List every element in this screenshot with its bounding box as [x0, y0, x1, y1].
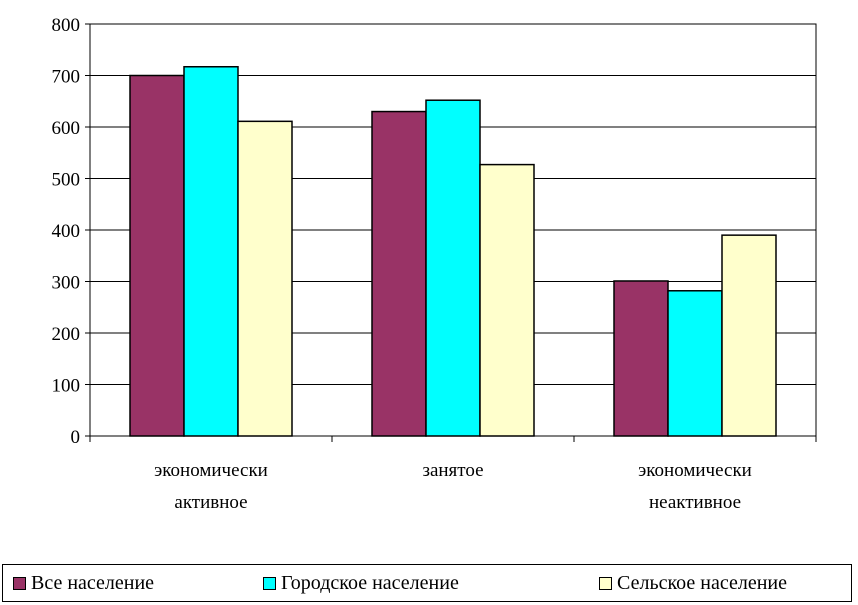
- legend-item-urban: Городское население: [263, 572, 459, 595]
- x-category-label-2-1: неактивное: [649, 492, 741, 513]
- y-tick-label-700: 700: [52, 67, 81, 88]
- legend: Все население Городское население Сельск…: [2, 564, 852, 602]
- x-category-label-2-0: экономически: [638, 460, 752, 481]
- bar-2-2: [721, 234, 777, 437]
- bar-0-0: [129, 74, 185, 437]
- y-tick-label-500: 500: [52, 170, 81, 191]
- bar-2-0: [613, 280, 669, 437]
- legend-swatch-rural: [599, 577, 612, 590]
- x-category-label-0-1: активное: [174, 492, 247, 513]
- legend-item-all: Все население: [13, 572, 154, 595]
- bars: [129, 65, 777, 437]
- y-tick-label-0: 0: [71, 427, 81, 448]
- bar-1-1: [425, 99, 481, 437]
- y-tick-label-800: 800: [52, 15, 81, 36]
- legend-swatch-all: [13, 577, 26, 590]
- x-category-label-1-0: занятое: [422, 460, 483, 481]
- axes: [85, 23, 817, 442]
- y-tick-labels: 0 100 200 300 400 500 600 700 800: [52, 15, 81, 448]
- y-tick-label-300: 300: [52, 273, 81, 294]
- legend-swatch-urban: [263, 577, 276, 590]
- legend-label-urban: Городское население: [281, 572, 459, 594]
- y-tick-label-100: 100: [52, 376, 81, 397]
- y-tick-label-400: 400: [52, 221, 81, 242]
- bar-2-1: [667, 290, 723, 437]
- bar-0-1: [183, 65, 239, 437]
- x-category-label-0-0: экономически: [154, 460, 268, 481]
- bar-0-2: [237, 120, 293, 437]
- legend-label-rural: Сельское население: [617, 572, 787, 594]
- bar-chart: 0 100 200 300 400 500 600 700 800 экономически ак…: [52, 15, 817, 513]
- y-tick-label-600: 600: [52, 118, 81, 139]
- legend-label-all: Все население: [31, 572, 155, 594]
- bar-1-0: [371, 110, 427, 437]
- bar-1-2: [479, 163, 535, 437]
- y-tick-label-200: 200: [52, 324, 81, 345]
- legend-item-rural: Сельское население: [599, 572, 787, 595]
- x-category-labels: экономически активное занятое экономически н…: [154, 460, 752, 513]
